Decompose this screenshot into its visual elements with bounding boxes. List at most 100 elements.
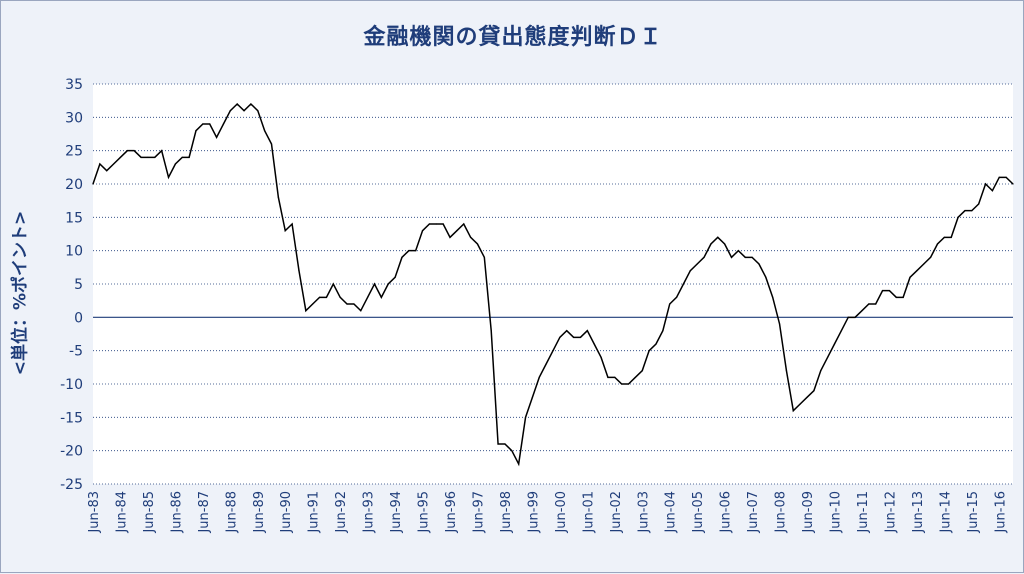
data-point — [703, 256, 705, 258]
data-point — [463, 223, 465, 225]
data-point — [717, 236, 719, 238]
data-point — [215, 136, 218, 138]
data-point — [298, 270, 300, 272]
x-tick-label: Jun-96 — [444, 491, 459, 534]
data-point — [1012, 183, 1014, 185]
x-tick-label: Jun-83 — [87, 491, 102, 534]
data-point — [978, 203, 980, 205]
y-tick-label: -25 — [60, 477, 83, 493]
data-point — [827, 356, 829, 358]
data-point — [188, 156, 190, 158]
data-point — [737, 250, 739, 252]
data-point — [909, 276, 911, 278]
data-point — [442, 223, 444, 225]
x-tick-label: Jun-08 — [774, 491, 789, 534]
data-point — [964, 210, 966, 212]
y-tick-label: -5 — [69, 344, 83, 360]
data-point — [524, 416, 527, 418]
data-point — [531, 396, 534, 398]
data-point — [930, 256, 932, 258]
y-tick-label: 25 — [65, 144, 83, 160]
data-point — [222, 123, 225, 125]
data-point — [566, 330, 568, 332]
y-tick-label: 30 — [65, 110, 83, 126]
data-point — [325, 296, 328, 298]
data-point — [923, 263, 925, 265]
data-point — [778, 323, 781, 325]
data-point — [627, 383, 630, 385]
data-point — [373, 283, 376, 285]
data-point — [957, 216, 959, 218]
x-tick-label: Jun-90 — [279, 491, 294, 534]
data-point — [799, 403, 801, 405]
y-tick-label: -15 — [60, 410, 83, 426]
x-tick-label: Jun-02 — [609, 491, 624, 534]
data-point — [950, 236, 952, 238]
data-point — [339, 296, 341, 298]
y-tick-label: 35 — [65, 77, 83, 93]
data-point — [998, 176, 1000, 178]
data-point — [875, 303, 877, 305]
data-point — [888, 290, 891, 292]
data-point — [483, 256, 485, 258]
x-tick-labels: Jun-83 Jun-84 Jun-85 Jun-86 Jun-87 Jun-88 Jun-… — [87, 491, 1008, 534]
data-point — [751, 256, 753, 258]
y-tick-label: 15 — [65, 210, 83, 226]
y-tick-label: -10 — [60, 377, 83, 393]
data-point — [765, 276, 767, 278]
data-point — [971, 210, 973, 212]
data-point — [696, 263, 698, 265]
x-tick-label: Jun-11 — [856, 491, 871, 534]
data-point — [202, 123, 204, 125]
data-point — [174, 163, 176, 165]
data-point — [772, 296, 774, 298]
data-point — [449, 236, 451, 238]
data-point — [833, 343, 836, 345]
data-point — [861, 310, 863, 312]
data-point — [820, 370, 822, 372]
x-tick-label: Jun-93 — [362, 491, 377, 534]
x-tick-label: Jun-13 — [911, 491, 926, 534]
x-tick-label: Jun-09 — [801, 491, 816, 534]
data-point — [195, 130, 197, 132]
x-tick-label: Jun-89 — [252, 491, 267, 534]
data-point — [476, 243, 479, 245]
data-point — [593, 343, 595, 345]
data-point — [504, 443, 506, 445]
y-tick-label: 20 — [65, 177, 83, 193]
x-tick-label: Jun-01 — [581, 491, 596, 534]
data-point — [140, 156, 142, 158]
data-point — [559, 336, 561, 338]
data-point — [579, 336, 582, 338]
x-tick-label: Jun-06 — [719, 491, 734, 534]
x-tick-label: Jun-86 — [169, 491, 184, 534]
data-point — [270, 143, 273, 145]
data-point — [614, 376, 616, 378]
data-point — [813, 390, 815, 392]
series-points — [92, 103, 1014, 465]
data-point — [456, 230, 458, 232]
y-tick-label: 0 — [74, 310, 83, 326]
data-point — [895, 296, 897, 298]
x-tick-label: Jun-07 — [746, 491, 761, 534]
data-point — [435, 223, 437, 225]
data-point — [854, 316, 856, 318]
x-tick-label: Jun-97 — [471, 491, 486, 534]
data-point — [490, 330, 492, 332]
x-tick-label: Jun-84 — [114, 491, 129, 534]
data-point — [840, 330, 842, 332]
data-point — [936, 243, 939, 245]
x-tick-label: Jun-99 — [526, 491, 541, 534]
data-point — [847, 316, 849, 318]
data-point — [428, 223, 431, 225]
data-point — [305, 310, 307, 312]
x-tick-label: Jun-12 — [883, 491, 898, 534]
data-point — [552, 350, 554, 352]
data-point — [655, 343, 657, 345]
data-point — [106, 170, 108, 172]
data-point — [621, 383, 623, 385]
data-point — [868, 303, 870, 305]
data-point — [881, 290, 884, 292]
